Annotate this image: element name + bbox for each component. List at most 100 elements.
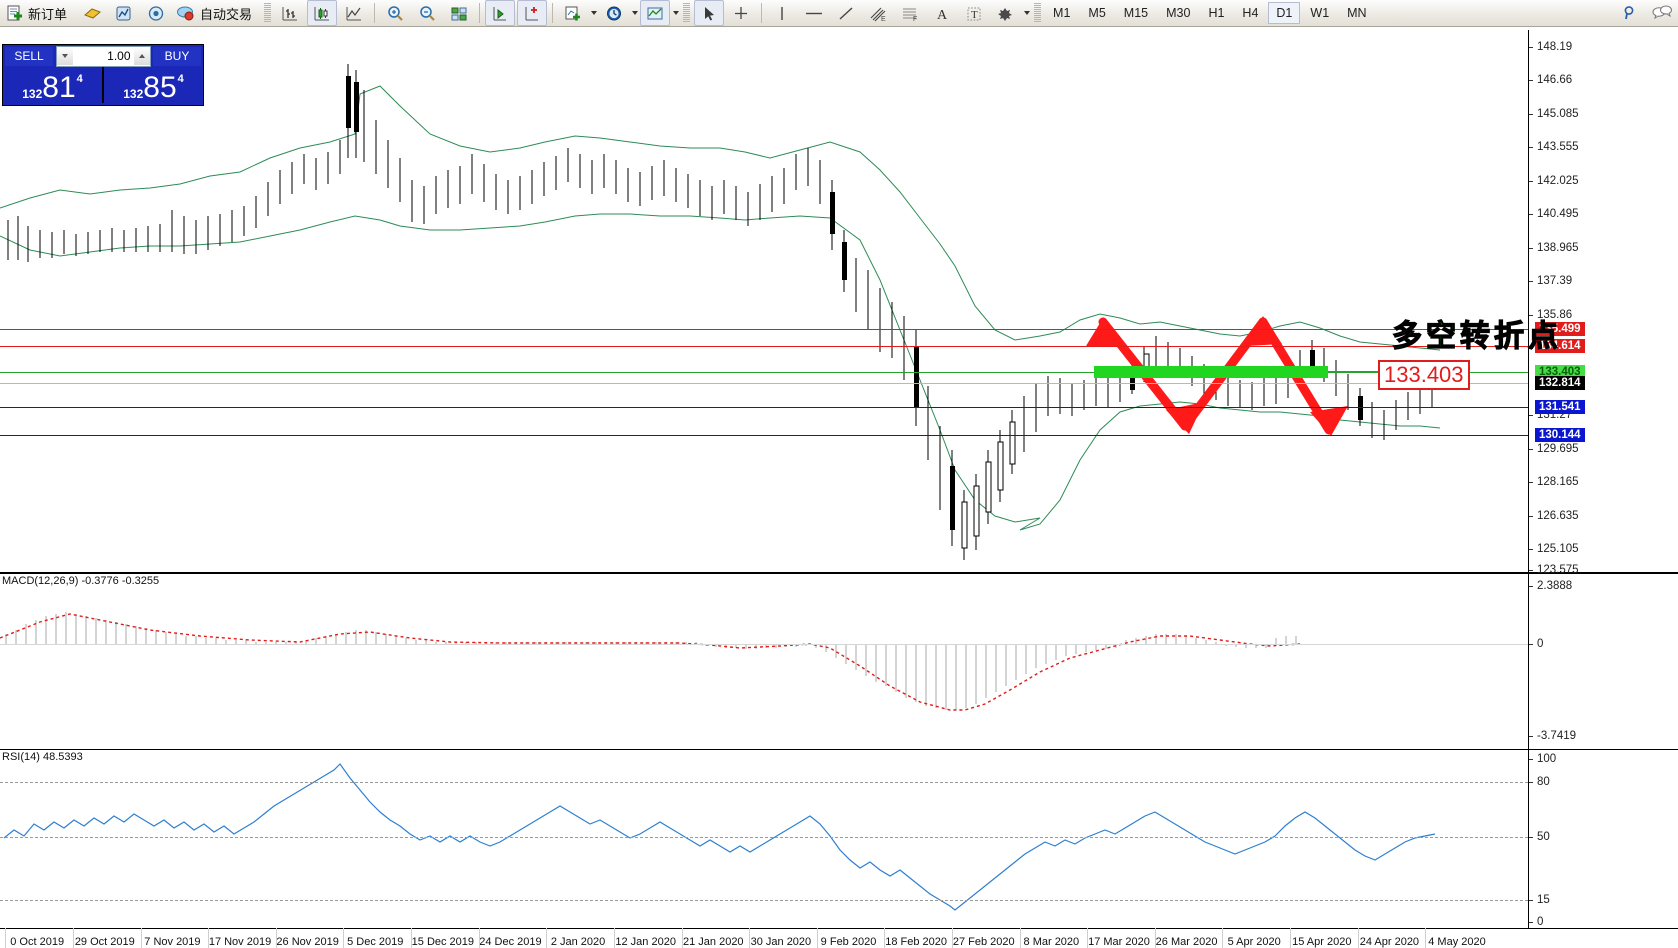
y-tick: 143.555 xyxy=(1529,141,1579,153)
zoom-in-icon[interactable] xyxy=(380,0,410,26)
price-label-134-614[interactable]: 134.614 xyxy=(1535,339,1585,353)
text-icon[interactable]: A xyxy=(927,0,957,26)
chat-icon[interactable] xyxy=(1647,0,1677,26)
data-window-icon[interactable] xyxy=(141,0,171,26)
periods-icon[interactable] xyxy=(599,0,629,26)
price-label-133-403[interactable]: 133.403 xyxy=(1535,365,1585,379)
auto-scroll-icon[interactable] xyxy=(517,0,548,26)
toolbar-separator xyxy=(374,3,376,23)
text-label-icon[interactable]: T xyxy=(959,0,989,26)
buy-price-display[interactable]: 132 85 4 xyxy=(102,67,203,103)
rsi-pane[interactable]: RSI(14) 48.5393 100 80 50 15 0 xyxy=(0,749,1678,929)
horizontal-line-icon[interactable] xyxy=(799,0,829,26)
equidistant-channel-icon[interactable]: E xyxy=(863,0,893,26)
rsi-plot-area[interactable] xyxy=(0,750,1528,928)
fibonacci-icon[interactable]: F xyxy=(895,0,925,26)
shapes-icon[interactable] xyxy=(991,0,1021,26)
trendline-icon[interactable] xyxy=(831,0,861,26)
timeframe-d1[interactable]: D1 xyxy=(1268,2,1301,24)
macd-pane[interactable]: MACD(12,26,9) -0.3776 -0.3255 2.3888 0 -… xyxy=(0,573,1678,750)
date-label: 5 Dec 2019 xyxy=(347,936,404,948)
vertical-line-icon[interactable] xyxy=(767,0,797,26)
price-chart-pane[interactable]: 多空转折点 133.403 148.19 146.66 145.085 143.… xyxy=(0,30,1678,576)
timeframe-m30[interactable]: M30 xyxy=(1166,6,1191,20)
price-label-130-144[interactable]: 130.144 xyxy=(1535,428,1585,442)
chart-shift-icon[interactable] xyxy=(485,0,516,26)
macd-y-axis[interactable]: 2.3888 0 -3.7419 xyxy=(1528,574,1678,749)
crosshair-icon[interactable] xyxy=(726,0,756,26)
macd-indicator-label: MACD(12,26,9) -0.3776 -0.3255 xyxy=(2,575,160,587)
date-gridline xyxy=(1087,928,1089,948)
timeframe-m5[interactable]: M5 xyxy=(1088,6,1106,20)
timeframe-h1[interactable]: H1 xyxy=(1208,6,1225,20)
price-label-131-541[interactable]: 131.541 xyxy=(1535,400,1585,414)
candlestick-chart-icon[interactable] xyxy=(307,0,338,26)
indicators-dropdown-arrow[interactable] xyxy=(589,2,598,24)
price-line-135-499[interactable] xyxy=(0,329,1528,330)
price-y-axis[interactable]: 148.19 146.66 145.085 143.555 142.025 14… xyxy=(1528,30,1678,576)
bar-chart-icon[interactable] xyxy=(275,0,305,26)
volume-decrease-icon[interactable] xyxy=(56,47,73,65)
price-callout-box[interactable]: 133.403 xyxy=(1378,360,1470,390)
volume-increase-icon[interactable] xyxy=(133,47,150,65)
timeframe-m15[interactable]: M15 xyxy=(1123,6,1149,20)
search-icon[interactable] xyxy=(1615,0,1645,26)
y-tick: 80 xyxy=(1529,776,1550,788)
navigator-icon[interactable]: 自动交易 xyxy=(173,0,260,26)
rsi-y-axis[interactable]: 100 80 50 15 0 xyxy=(1528,750,1678,928)
sell-price-display[interactable]: 132 81 4 xyxy=(3,67,102,103)
price-line-133-403[interactable] xyxy=(0,372,1528,373)
timeframe-mn[interactable]: MN xyxy=(1347,6,1367,20)
templates-icon[interactable] xyxy=(640,0,671,26)
green-support-band[interactable] xyxy=(1094,366,1328,378)
buy-button[interactable]: BUY xyxy=(153,46,201,66)
timeframe-h4[interactable]: H4 xyxy=(1242,6,1259,20)
chinese-annotation[interactable]: 多空转折点 xyxy=(1391,318,1562,354)
date-axis[interactable]: 0 Oct 2019 29 Oct 2019 7 Nov 2019 17 Nov 20… xyxy=(0,928,1678,948)
zoom-out-icon[interactable] xyxy=(412,0,442,26)
tile-windows-icon[interactable] xyxy=(444,0,474,26)
y-tick: 137.39 xyxy=(1529,275,1572,287)
date-gridline xyxy=(1019,928,1021,948)
price-plot-area[interactable] xyxy=(0,30,1528,572)
market-watch-icon[interactable] xyxy=(109,0,139,26)
macd-plot-area[interactable] xyxy=(0,574,1528,749)
date-label: 27 Feb 2020 xyxy=(952,936,1015,948)
toolbar-grip[interactable] xyxy=(683,3,691,23)
new-order-button[interactable]: 新订单 xyxy=(3,0,75,26)
price-label-135-499[interactable]: 135.499 xyxy=(1535,322,1585,336)
toolbar-grip[interactable] xyxy=(264,3,272,23)
volume-value[interactable]: 1.00 xyxy=(107,49,131,63)
timeframe-m1[interactable]: M1 xyxy=(1053,6,1071,20)
date-gridline xyxy=(546,928,548,948)
one-click-trading-panel[interactable]: SELL 1.00 BUY 132 81 4 132 85 4 xyxy=(2,44,204,106)
date-label: 18 Feb 2020 xyxy=(885,936,947,948)
periods-dropdown-arrow[interactable] xyxy=(630,2,639,24)
indicators-icon[interactable] xyxy=(558,0,588,26)
toolbar-grip[interactable] xyxy=(1034,3,1042,23)
candlestick-series xyxy=(7,64,1433,560)
price-line-131-541[interactable] xyxy=(0,407,1528,408)
macd-histogram xyxy=(5,612,1297,710)
y-tick: 15 xyxy=(1529,894,1550,906)
toolbar-separator xyxy=(479,3,481,23)
shapes-dropdown-arrow[interactable] xyxy=(1022,2,1031,24)
cursor-icon[interactable] xyxy=(694,0,725,26)
profiles-icon[interactable] xyxy=(77,0,107,26)
y-tick: 2.3888 xyxy=(1529,580,1572,592)
date-label: 8 Mar 2020 xyxy=(1023,936,1080,948)
templates-dropdown-arrow[interactable] xyxy=(671,2,680,24)
sell-button[interactable]: SELL xyxy=(5,46,53,66)
y-tick: 148.19 xyxy=(1529,41,1572,53)
timeframe-w1[interactable]: W1 xyxy=(1310,6,1330,20)
line-chart-icon[interactable] xyxy=(339,0,369,26)
svg-text:T: T xyxy=(971,9,978,21)
rsi-level-15 xyxy=(0,900,1528,901)
volume-stepper[interactable]: 1.00 xyxy=(55,45,151,67)
y-tick: 129.695 xyxy=(1529,443,1579,455)
price-line-134-614[interactable] xyxy=(0,346,1528,347)
price-line-130-144[interactable] xyxy=(0,435,1528,436)
date-label: 24 Dec 2019 xyxy=(479,936,542,948)
date-gridline xyxy=(749,928,751,948)
sell-price-fraction: 4 xyxy=(76,73,83,85)
